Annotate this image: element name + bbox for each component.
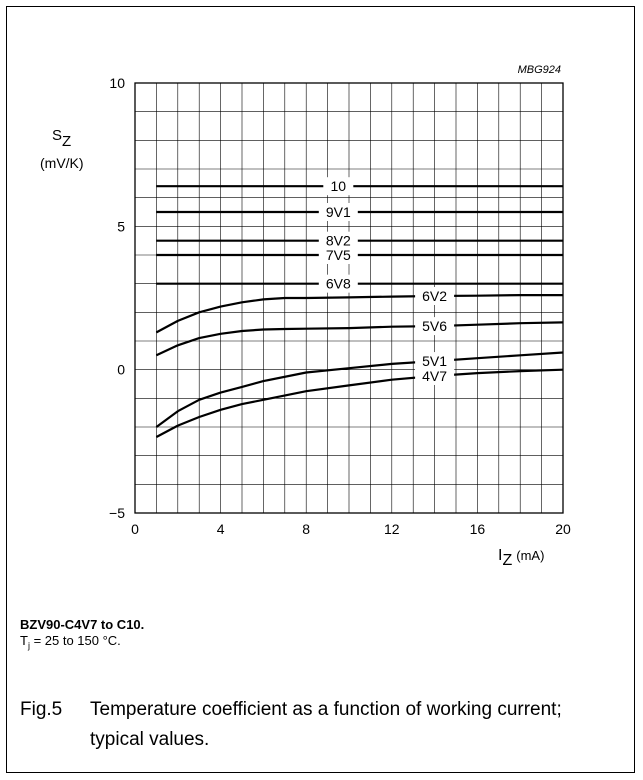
x-tick-label: 4 [217,521,225,537]
device-range-note: BZV90-C4V7 to C10. [20,617,145,632]
figure-description: Temperature coefficient as a function of… [90,699,562,750]
chart-code: MBG924 [518,64,561,76]
series-label-background [318,231,358,250]
series-label: 6V8 [326,276,351,292]
series-label: 5V6 [422,318,447,334]
series-label: 6V2 [422,288,447,304]
series-label-background [415,366,455,385]
y-tick-label: 5 [117,218,125,234]
chart-series [155,185,564,438]
tj-symbol: T [20,633,28,648]
series-label: 7V5 [326,247,351,263]
series-label-background [415,317,455,336]
y-axis-label-sub: Z [62,133,71,150]
tj-subscript: j [27,640,30,651]
series-label-background [415,286,455,305]
x-tick-label: 0 [131,521,139,537]
x-axis-label: IZ (mA) [498,547,544,569]
y-tick-label: 10 [109,75,125,91]
series-line [155,351,564,428]
x-axis-label-sub: Z [502,552,512,569]
chart-tick-labels: 0 4 8 12 16 20 10 5 0 −5 [109,75,571,537]
y-axis-label: SZ [52,127,71,150]
series-label: 8V2 [326,233,351,249]
series-label-background [415,352,455,371]
y-axis-label-main: S [52,127,62,144]
x-tick-label: 8 [302,521,310,537]
y-tick-label: 0 [117,362,125,378]
series-label: 10 [331,178,347,194]
series-label-background [323,177,354,196]
series-label-background [318,274,358,293]
figure-caption: Fig.5 Temperature coefficient as a functi… [20,695,590,755]
series-label: 9V1 [326,204,351,220]
y-axis-unit: (mV/K) [40,155,84,171]
x-tick-label: 20 [555,521,571,537]
x-axis-label-unit: (mA) [516,548,544,563]
figure-frame [6,6,635,773]
x-tick-label: 16 [470,521,486,537]
series-line [155,368,564,438]
x-tick-label: 12 [384,521,400,537]
series-label: 4V7 [422,368,447,384]
series-label: 5V1 [422,353,447,369]
y-tick-label: −5 [109,505,125,521]
tj-range: = 25 to 150 °C. [29,633,121,648]
junction-temperature-note: Tj = 25 to 150 °C. [20,633,121,651]
series-line [155,294,563,334]
x-axis-label-main: I [498,547,502,564]
series-label-background [318,246,358,264]
series-line [155,321,564,357]
figure-number: Fig.5 [20,699,63,720]
series-label-background [318,203,358,221]
